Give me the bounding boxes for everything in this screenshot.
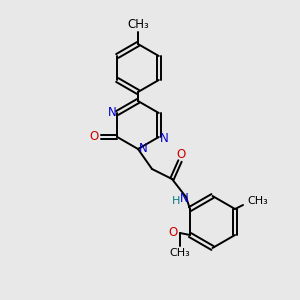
Text: N: N xyxy=(139,142,147,154)
Text: N: N xyxy=(159,131,168,145)
Text: N: N xyxy=(108,106,117,118)
Text: N: N xyxy=(180,191,188,205)
Text: H: H xyxy=(172,196,180,206)
Text: CH₃: CH₃ xyxy=(248,196,268,206)
Text: O: O xyxy=(90,130,99,143)
Text: CH₃: CH₃ xyxy=(169,248,190,258)
Text: O: O xyxy=(168,226,178,238)
Text: CH₃: CH₃ xyxy=(127,19,149,32)
Text: O: O xyxy=(176,148,186,160)
